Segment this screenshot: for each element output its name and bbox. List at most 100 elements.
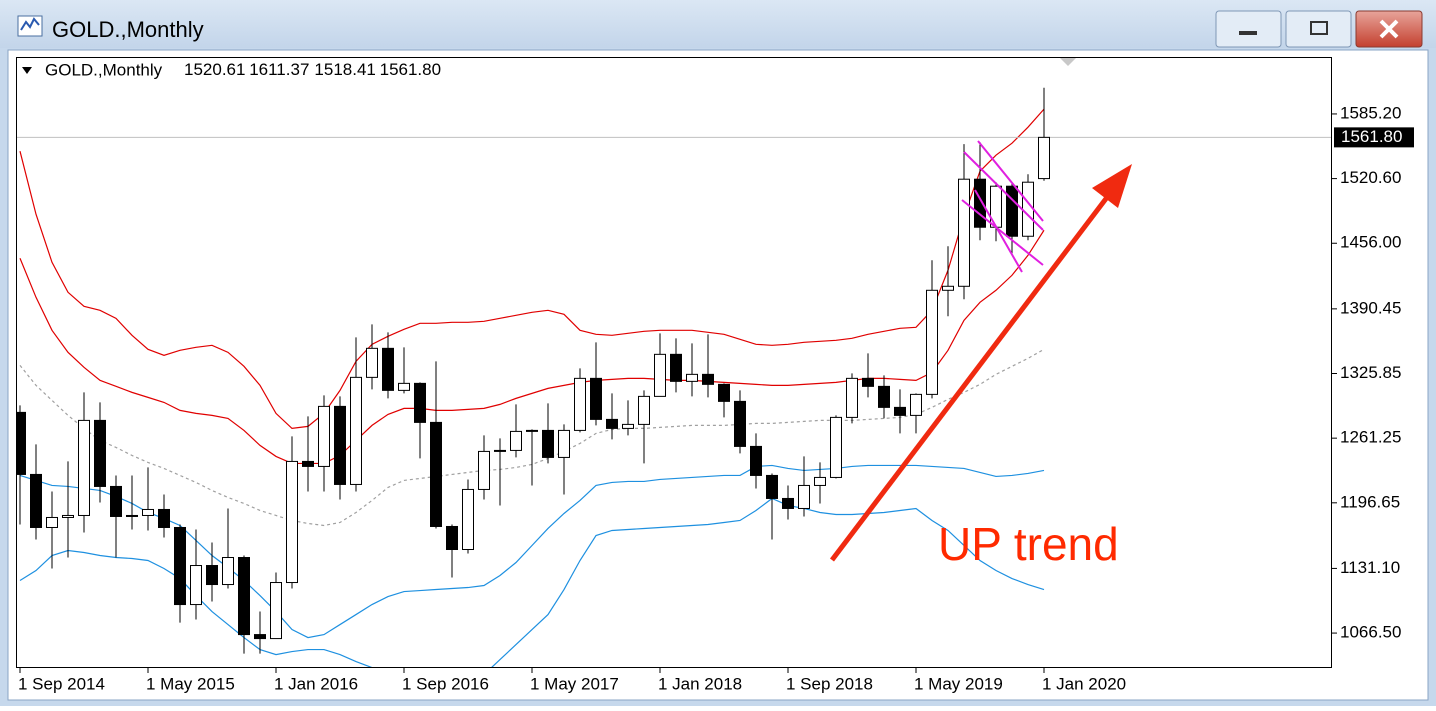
candle	[942, 246, 954, 317]
y-tick-label: 1066.50	[1340, 623, 1401, 642]
candle	[46, 491, 58, 569]
candle-body	[558, 429, 570, 458]
candle-body	[46, 516, 58, 528]
candle	[974, 142, 986, 241]
candle	[686, 343, 698, 397]
candle	[142, 467, 154, 531]
candle	[542, 403, 554, 464]
candle	[670, 338, 682, 393]
candle-body	[206, 565, 218, 586]
y-tick-label: 1456.00	[1340, 233, 1401, 252]
close-button[interactable]	[1355, 10, 1423, 48]
candle	[734, 390, 746, 454]
candle-body	[894, 406, 906, 416]
candle	[110, 475, 122, 558]
candle	[446, 524, 458, 578]
candle-body	[302, 460, 314, 467]
candle-body	[702, 373, 714, 385]
chart-header-ohlc: 1520.61 1611.37 1518.41 1561.80	[184, 60, 441, 79]
candle	[126, 475, 138, 530]
candle-body	[910, 393, 922, 416]
candle	[17, 405, 26, 525]
candle	[478, 435, 490, 500]
candle	[558, 424, 570, 495]
current-price-box	[1334, 127, 1414, 148]
current-price-label: 1561.80	[1341, 127, 1402, 146]
candle-body	[94, 419, 106, 487]
candle-body	[798, 484, 810, 509]
candle-body	[446, 525, 458, 551]
candle	[174, 524, 186, 623]
x-tick-label: 1 May 2019	[914, 674, 1003, 693]
candle-body	[382, 347, 394, 391]
app-icon	[17, 15, 43, 37]
candle-body	[1022, 181, 1034, 237]
candle-body	[430, 421, 442, 527]
candle	[94, 402, 106, 503]
candle-body	[526, 429, 538, 432]
chart-header-symbol: GOLD.,Monthly	[45, 60, 163, 79]
candle-body	[926, 289, 938, 395]
trend-arrow-head	[1092, 164, 1132, 208]
candle	[798, 456, 810, 517]
candle-body	[398, 382, 410, 391]
annotation-text: UP trend	[938, 518, 1119, 570]
candle-body	[62, 514, 74, 518]
y-tick-label: 1390.45	[1340, 298, 1401, 317]
candle-body	[286, 460, 298, 584]
trend-arrow-shaft	[830, 194, 1110, 562]
candle-body	[670, 353, 682, 382]
candle	[414, 382, 426, 459]
window-title: GOLD.,Monthly	[52, 17, 204, 42]
candle	[574, 368, 586, 433]
candle	[382, 332, 394, 399]
candle	[526, 429, 538, 486]
trend-annotation	[830, 140, 1132, 562]
candle	[78, 392, 90, 533]
chart-shift-marker	[1060, 58, 1076, 66]
candle-body	[750, 445, 762, 476]
candle-body	[478, 450, 490, 490]
candle-body	[174, 526, 186, 606]
candle	[766, 473, 778, 540]
candle-body	[862, 377, 874, 387]
candle	[638, 390, 650, 464]
candle	[830, 415, 842, 479]
candle	[894, 389, 906, 434]
indicator-line	[19, 464, 1045, 639]
candle	[206, 542, 218, 602]
candle-body	[17, 411, 26, 475]
header-menu-arrow[interactable]	[22, 67, 32, 74]
candle	[334, 396, 346, 500]
candle	[366, 324, 378, 390]
x-tick-label: 1 May 2015	[146, 674, 235, 693]
ohlc-value: 1520.61	[184, 60, 245, 79]
candle	[222, 508, 234, 589]
minimize-button[interactable]	[1215, 10, 1282, 48]
candle	[878, 375, 890, 419]
candle-body	[142, 508, 154, 516]
candle	[238, 555, 250, 654]
candle-body	[622, 423, 634, 429]
indicator-line	[19, 108, 1045, 430]
candle	[606, 393, 618, 440]
candle-body	[1006, 185, 1018, 237]
candle	[430, 361, 442, 529]
candle-body	[190, 565, 202, 606]
candle	[750, 433, 762, 489]
candle-body	[510, 430, 522, 451]
candle-body	[830, 416, 842, 478]
y-tick-label: 1196.65	[1340, 492, 1400, 511]
candle	[286, 436, 298, 589]
candle-body	[462, 488, 474, 551]
maximize-button[interactable]	[1285, 10, 1352, 48]
candle-body	[238, 557, 250, 636]
candle	[398, 347, 410, 394]
candle-body	[414, 382, 426, 423]
y-tick-label: 1585.20	[1340, 103, 1401, 122]
candle	[590, 342, 602, 426]
candle-body	[606, 418, 618, 429]
candle-body	[78, 419, 90, 516]
candle-body	[270, 582, 282, 640]
